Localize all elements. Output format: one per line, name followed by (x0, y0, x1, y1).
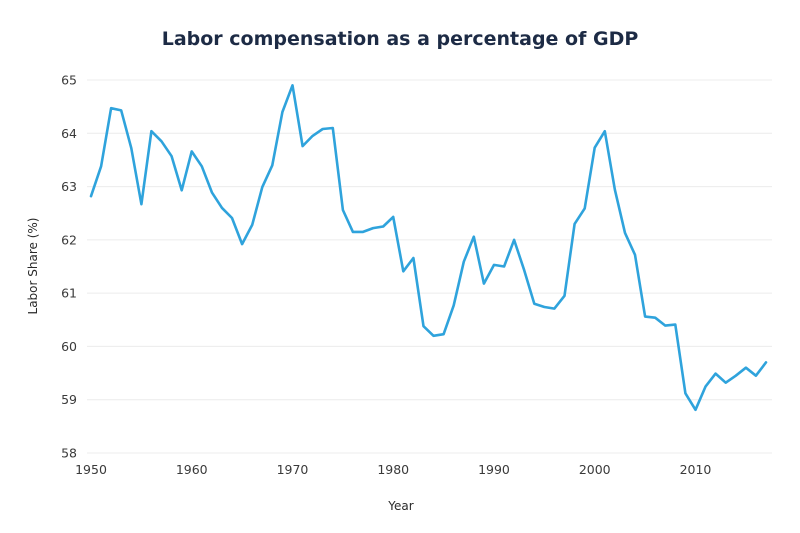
data-point-2008 (673, 323, 677, 327)
data-point-1953 (119, 108, 123, 112)
data-point-1960 (190, 149, 194, 153)
data-point-1972 (311, 134, 315, 138)
x-tick-label: 2010 (680, 462, 712, 477)
data-point-1984 (432, 334, 436, 338)
data-point-1951 (99, 164, 103, 168)
data-point-2007 (663, 324, 667, 328)
data-point-2017 (764, 360, 768, 364)
data-point-1954 (129, 146, 133, 150)
data-point-2015 (744, 366, 748, 370)
x-axis-ticks: 1950 1960 1970 1980 1990 2000 2010 (75, 462, 711, 477)
data-point-1967 (260, 185, 264, 189)
data-point-1950 (89, 194, 93, 198)
data-point-1986 (452, 303, 456, 307)
y-tick-label: 59 (61, 392, 77, 407)
data-point-1987 (462, 260, 466, 264)
data-point-1963 (220, 206, 224, 210)
data-point-1958 (170, 154, 174, 158)
y-tick-label: 64 (61, 126, 77, 141)
x-tick-label: 1970 (277, 462, 309, 477)
data-point-2009 (683, 391, 687, 395)
data-point-1978 (371, 226, 375, 230)
data-point-2002 (613, 188, 617, 192)
data-point-1974 (331, 126, 335, 130)
data-point-1989 (482, 282, 486, 286)
data-point-1977 (361, 230, 365, 234)
data-point-2005 (643, 315, 647, 319)
data-point-1957 (160, 139, 164, 143)
data-point-2004 (633, 253, 637, 257)
y-tick-label: 61 (61, 286, 77, 301)
data-point-1952 (109, 106, 113, 110)
data-point-2011 (704, 384, 708, 388)
data-point-2012 (714, 372, 718, 376)
y-tick-label: 65 (61, 73, 77, 88)
data-point-1997 (563, 294, 567, 298)
data-point-1973 (321, 127, 325, 131)
data-point-1999 (583, 206, 587, 210)
y-tick-label: 60 (61, 339, 77, 354)
series-line-labor-share (89, 84, 768, 412)
data-point-1983 (421, 324, 425, 328)
data-point-1959 (180, 188, 184, 192)
data-point-2000 (593, 146, 597, 150)
data-point-1980 (391, 215, 395, 219)
data-point-1975 (341, 208, 345, 212)
x-tick-label: 1990 (478, 462, 510, 477)
series-layer (89, 83, 768, 412)
data-point-1985 (442, 332, 446, 336)
x-axis-title: Year (387, 499, 413, 513)
data-point-1966 (250, 223, 254, 227)
data-point-1992 (512, 238, 516, 242)
data-point-1991 (502, 265, 506, 269)
data-point-1994 (532, 302, 536, 306)
data-point-1998 (573, 222, 577, 226)
data-point-1961 (200, 164, 204, 168)
y-tick-label: 62 (61, 232, 77, 247)
data-point-1968 (270, 163, 274, 167)
data-point-2016 (754, 374, 758, 378)
chart-title: Labor compensation as a percentage of GD… (162, 28, 639, 50)
data-point-1995 (542, 305, 546, 309)
data-point-1969 (280, 110, 284, 114)
data-point-1962 (210, 190, 214, 194)
x-tick-label: 1960 (176, 462, 208, 477)
data-point-1964 (230, 216, 234, 220)
data-point-1982 (411, 256, 415, 260)
data-point-1993 (522, 268, 526, 272)
data-point-2014 (734, 374, 738, 378)
data-point-1955 (139, 202, 143, 206)
y-axis-ticks: 58 59 60 61 62 63 64 65 (61, 73, 77, 461)
data-point-1990 (492, 263, 496, 267)
y-tick-label: 58 (61, 446, 77, 461)
data-point-1971 (301, 144, 305, 148)
x-tick-label: 1980 (377, 462, 409, 477)
data-point-2013 (724, 381, 728, 385)
data-point-1981 (401, 269, 405, 273)
data-point-1988 (472, 235, 476, 239)
data-point-1970 (290, 83, 294, 87)
data-point-1965 (240, 242, 244, 246)
data-point-2010 (693, 408, 697, 412)
data-point-1979 (381, 225, 385, 229)
data-point-1996 (552, 307, 556, 311)
data-point-2003 (623, 231, 627, 235)
y-axis-title: Labor Share (%) (26, 218, 40, 315)
data-point-2001 (603, 129, 607, 133)
data-point-2006 (653, 316, 657, 320)
y-tick-label: 63 (61, 179, 77, 194)
gridlines (87, 79, 772, 454)
x-tick-label: 2000 (579, 462, 611, 477)
data-point-1976 (351, 230, 355, 234)
x-tick-label: 1950 (75, 462, 107, 477)
data-point-1956 (149, 129, 153, 133)
